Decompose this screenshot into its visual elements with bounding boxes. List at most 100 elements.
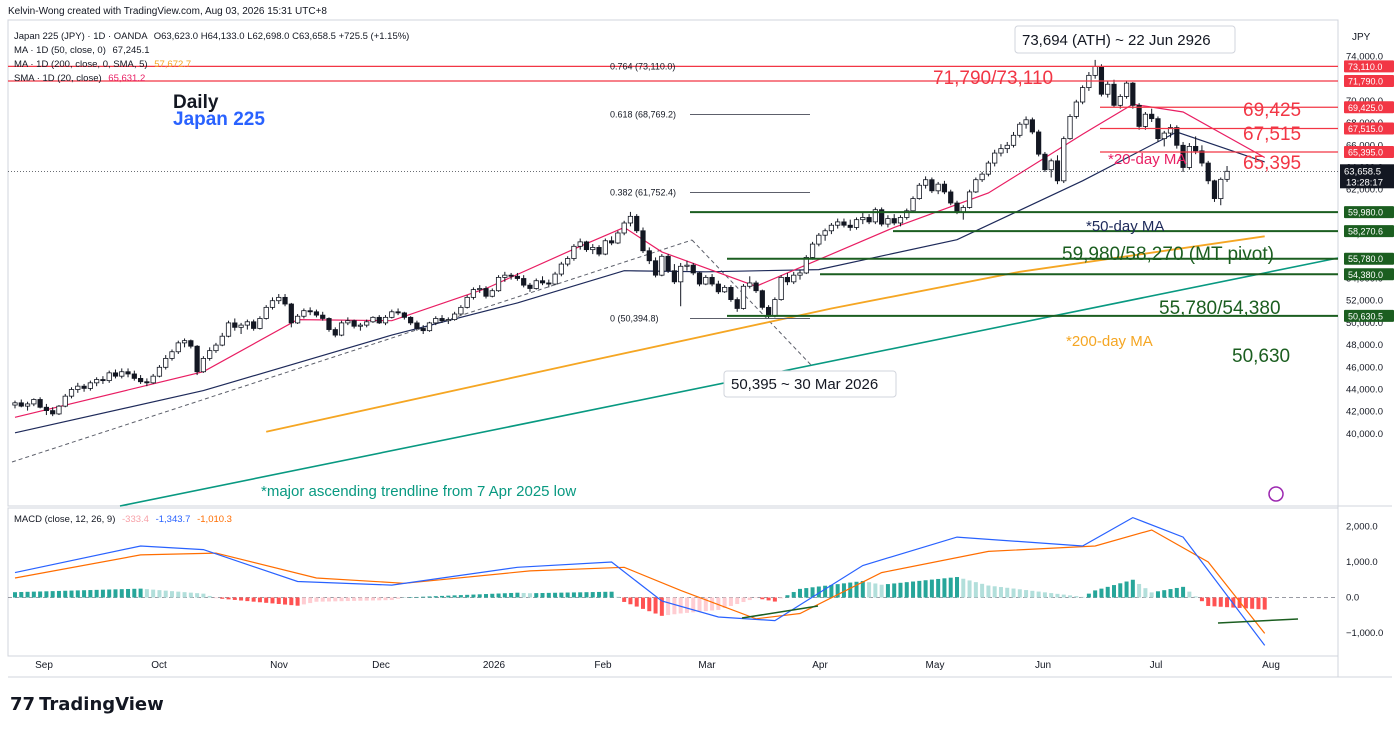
candle-down — [188, 340, 194, 347]
level-price-label: 59,980.0 — [1348, 208, 1383, 218]
macd-hist-bar — [1231, 597, 1236, 608]
macd-hist-bar — [144, 589, 149, 598]
level-price-badge — [1344, 122, 1394, 135]
candle-down — [546, 282, 552, 285]
macd-hist-bar — [1212, 597, 1217, 607]
macd-hist-bar — [1086, 593, 1091, 598]
candle-up — [998, 148, 1004, 154]
price-tick-label: 66,000.0 — [1346, 140, 1383, 151]
macd-hist-bar — [553, 592, 558, 598]
candle-up — [740, 285, 747, 309]
candle-down — [847, 224, 853, 228]
x-axis-label: Oct — [151, 660, 167, 671]
macd-hist-bar — [1187, 591, 1192, 598]
macd-hist-bar — [421, 596, 426, 598]
macd-hist-bar — [195, 593, 200, 598]
trendline-annotation: *major ascending trendline from 7 Apr 20… — [261, 483, 576, 500]
candle-down — [1199, 150, 1205, 164]
price-axis: Sep Oct Nov Dec 2026 Feb Mar Apr May Jun Jul Aug 74,… — [35, 32, 1394, 671]
macd-hist-bar — [75, 590, 80, 598]
candle-up — [489, 290, 495, 297]
ma50-legend[interactable]: MA · 1D (50, close, 0) 67,245.1 — [14, 45, 150, 56]
macd-hist-bar — [502, 593, 507, 598]
candle-down — [759, 290, 765, 308]
macd-hist-bar — [1137, 583, 1142, 598]
candle-down — [251, 321, 257, 329]
macd-hist-bar — [980, 583, 985, 598]
macd-hist-bar — [245, 597, 250, 602]
candle-down — [483, 288, 489, 297]
candle-up — [244, 321, 250, 326]
candle-down — [514, 275, 521, 279]
macd-hist-bar — [213, 597, 218, 599]
candle-up — [797, 272, 803, 276]
macd-hist-bar — [1099, 588, 1104, 598]
resistance-65395-label: 65,395 — [1243, 153, 1301, 174]
candle-down — [527, 284, 533, 289]
macd-hist-bar — [998, 587, 1003, 598]
macd-hist-bar — [641, 597, 645, 609]
tradingview-logo-icon: ⁠77 — [10, 694, 36, 715]
macd-hist-bar — [1017, 589, 1022, 598]
candle-down — [879, 209, 885, 225]
macd-hist-bar — [1124, 581, 1129, 598]
macd-hist-bar — [389, 597, 394, 601]
ohlc-values: O63,623.0 H64,133.0 L62,698.0 C63,658.5 … — [153, 31, 410, 42]
macd-hist-bar — [458, 595, 463, 598]
macd-hist-bar — [25, 591, 30, 598]
candle-up — [470, 289, 477, 298]
candle-up — [1092, 66, 1098, 76]
level-price-badge — [1344, 60, 1394, 73]
macd-hist-bar — [1036, 591, 1041, 598]
candle-down — [690, 264, 696, 274]
sma20-line — [14, 103, 1265, 418]
macd-hist-bar — [540, 593, 545, 598]
candle-up — [772, 299, 778, 317]
macd-hist-bar — [527, 593, 532, 598]
candle-down — [414, 322, 420, 329]
macd-hist-bar — [597, 591, 602, 598]
candle-down — [521, 278, 527, 286]
macd-hist-bar — [119, 589, 124, 598]
macd-hist-bar — [609, 591, 614, 598]
candle-up — [219, 335, 225, 346]
macd-hist-bar — [917, 580, 922, 598]
macd-hist-bar — [798, 588, 802, 598]
candle-down — [376, 316, 382, 324]
macd-hist-bar — [565, 592, 570, 598]
candle-up — [464, 296, 470, 308]
macd-hist-bar — [283, 597, 288, 605]
macd-hist-bar — [559, 592, 564, 598]
candle-up — [263, 306, 269, 319]
candle-down — [709, 276, 715, 285]
macd-hist-bar — [157, 590, 162, 598]
ma50-legend-label: MA · 1D (50, close, 0) — [14, 45, 106, 56]
candle-up — [169, 351, 175, 359]
candle-down — [439, 318, 445, 322]
sma20-legend[interactable]: SMA · 1D (20, close) 65,631.2 — [14, 73, 145, 84]
ma200-legend[interactable]: MA · 1D (200, close, 0, SMA, 5) 57,672.7 — [14, 59, 191, 70]
ma50-legend-value: 67,245.1 — [112, 45, 150, 56]
macd-hist-bar — [1218, 597, 1223, 607]
macd-hist-bar — [1174, 587, 1179, 598]
macd-hist-bar — [295, 597, 300, 606]
candle-down — [728, 286, 734, 300]
macd-hist-bar — [82, 590, 87, 598]
macd-hist-bar — [1243, 597, 1248, 609]
ma200-legend-label: MA · 1D (200, close, 0, SMA, 5) — [14, 59, 148, 70]
candle-down — [37, 399, 43, 408]
candle-up — [301, 310, 307, 317]
macd-hist-bar — [754, 597, 759, 599]
candle-up — [338, 322, 345, 336]
macd-legend[interactable]: MACD (close, 12, 26, 9) -333.4 -1,343.7 … — [14, 514, 232, 525]
macd-hist-bar — [615, 596, 620, 598]
candle-up — [294, 315, 301, 324]
macd-hist-bar — [1061, 594, 1066, 598]
symbol-legend: Japan 225 (JPY) · 1D · OANDA O63,623.0 H… — [14, 31, 409, 42]
candle-down — [671, 270, 678, 283]
macd-hist-bar — [56, 590, 61, 598]
macd-hist-bar — [992, 586, 997, 598]
candle-down — [313, 311, 320, 316]
